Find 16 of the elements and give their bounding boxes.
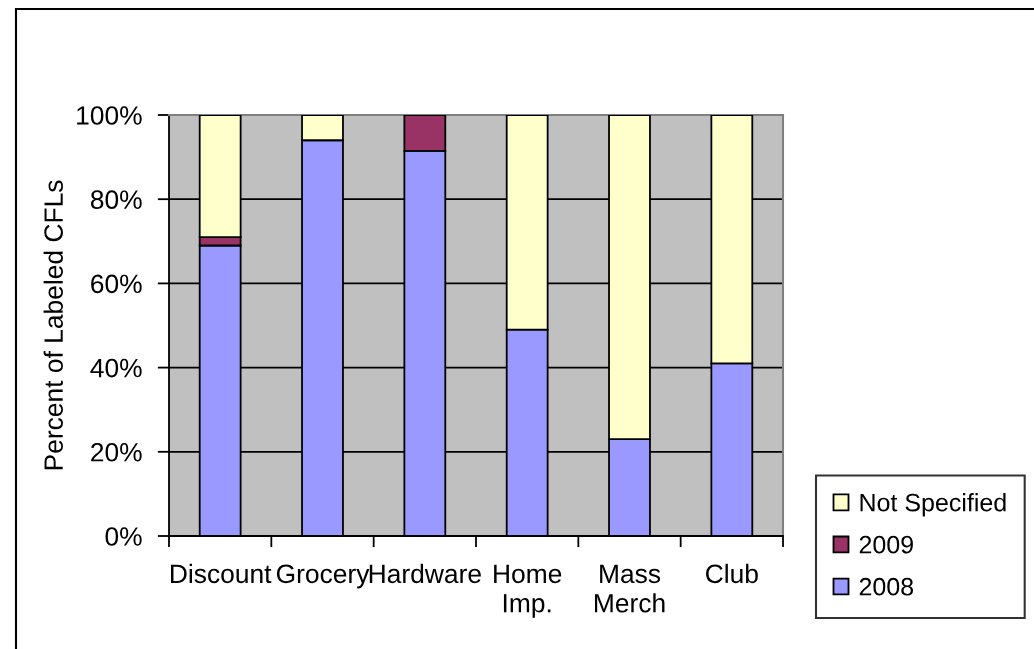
legend-label: 2008 <box>859 577 914 596</box>
y-tick-label: 100% <box>77 106 142 125</box>
y-tick-label: 80% <box>90 190 142 210</box>
legend-label: 2009 <box>859 535 913 554</box>
x-tick-label: Hardware <box>369 563 481 584</box>
y-tick-label: 20% <box>91 442 142 462</box>
legend-label: Not Specified <box>860 493 1006 517</box>
x-tick-label: Discount <box>171 563 272 584</box>
y-tick-label: 0% <box>105 527 142 546</box>
y-tick-label: 60% <box>91 274 142 294</box>
y-axis-title: Percent of Labeled CFLs <box>43 180 63 470</box>
y-tick-label: 40% <box>90 358 142 378</box>
x-tick-label: Grocery <box>276 564 370 589</box>
x-tick-label: Club <box>706 563 758 584</box>
x-tick-label: Home Imp. <box>494 564 562 618</box>
x-tick-label: Mass Merch <box>595 564 665 613</box>
